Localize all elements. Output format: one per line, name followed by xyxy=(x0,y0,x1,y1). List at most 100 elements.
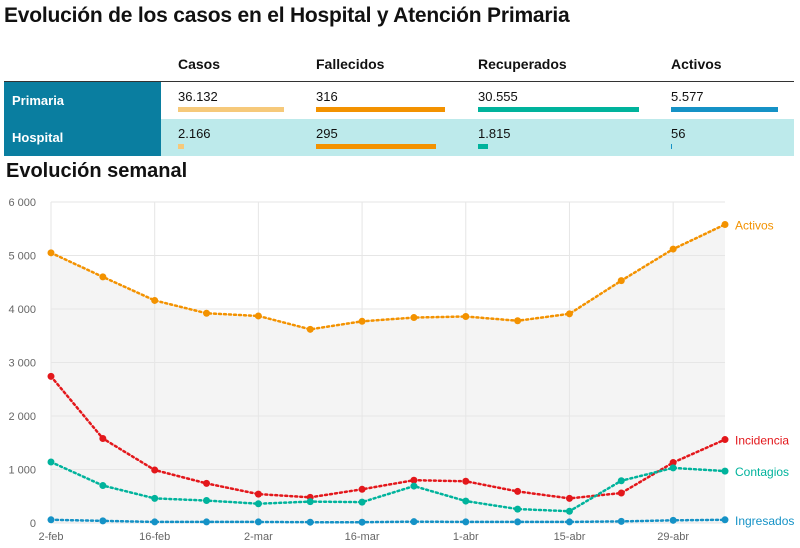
data-point-contagios xyxy=(669,464,677,472)
series-label-contagios: Contagios xyxy=(735,465,789,479)
data-point-contagios xyxy=(203,497,211,505)
y-tick-label: 4 000 xyxy=(8,304,36,316)
data-point-activos xyxy=(565,310,573,318)
x-tick-label: 2-mar xyxy=(244,531,273,543)
x-tick-label: 16-feb xyxy=(139,531,170,543)
data-point-ingresados xyxy=(47,516,55,524)
bar-hospital-casos xyxy=(178,144,184,149)
bar-hospital-recuperados xyxy=(478,144,488,149)
bar-primaria-casos xyxy=(178,107,284,112)
data-point-contagios xyxy=(358,498,366,506)
table-row-hospital: Hospital 2.166 295 1.815 56 xyxy=(4,119,794,156)
series-line-incidencia xyxy=(49,375,727,500)
row-label-primaria: Primaria xyxy=(4,82,161,119)
data-point-ingresados xyxy=(254,518,262,526)
data-point-incidencia xyxy=(617,489,625,497)
bar-hospital-fallecidos xyxy=(316,144,436,149)
data-point-incidencia xyxy=(254,490,262,498)
data-point-activos xyxy=(254,312,262,320)
data-point-ingresados xyxy=(358,518,366,526)
data-point-activos xyxy=(306,325,314,333)
data-point-contagios xyxy=(721,467,729,475)
data-point-contagios xyxy=(410,482,418,490)
data-point-activos xyxy=(514,317,522,325)
data-point-activos xyxy=(358,317,366,325)
data-point-activos xyxy=(99,273,107,281)
data-point-ingresados xyxy=(514,518,522,526)
data-point-incidencia xyxy=(410,476,418,484)
page-title: Evolución de los casos en el Hospital y … xyxy=(4,4,570,27)
data-point-incidencia xyxy=(99,434,107,442)
y-tick-label: 0 xyxy=(30,518,36,530)
bar-primaria-fallecidos xyxy=(316,107,445,112)
y-tick-label: 1 000 xyxy=(8,465,36,477)
data-point-ingresados xyxy=(669,516,677,524)
data-point-contagios xyxy=(47,458,55,466)
data-point-activos xyxy=(617,277,625,285)
y-tick-label: 6 000 xyxy=(8,197,36,209)
value-primaria-fallecidos: 316 xyxy=(316,89,338,104)
col-header-recuperados: Recuperados xyxy=(478,56,567,72)
series-line-activos xyxy=(49,223,727,331)
table-header: Casos Fallecidos Recuperados Activos xyxy=(4,50,794,80)
x-tick-label: 16-mar xyxy=(345,531,380,543)
bar-primaria-activos xyxy=(671,107,778,112)
data-point-incidencia xyxy=(203,479,211,487)
x-tick-label: 29-abr xyxy=(657,531,689,543)
row-label-hospital: Hospital xyxy=(4,119,161,156)
data-point-contagios xyxy=(306,498,314,506)
data-point-activos xyxy=(410,314,418,322)
y-tick-label: 5 000 xyxy=(8,251,36,263)
header-divider xyxy=(4,81,794,82)
bar-hospital-activos xyxy=(671,144,672,149)
data-point-incidencia xyxy=(462,477,470,485)
data-point-ingresados xyxy=(99,517,107,525)
area-activos xyxy=(51,224,725,523)
line-chart: 0 1 000 2 000 3 000 4 000 5 000 6 000 2-feb 16-f… xyxy=(8,197,794,543)
value-primaria-casos: 36.132 xyxy=(178,89,218,104)
data-point-contagios xyxy=(254,500,262,508)
data-point-incidencia xyxy=(669,459,677,467)
value-hospital-casos: 2.166 xyxy=(178,126,211,141)
data-point-ingresados xyxy=(721,516,729,524)
data-point-ingresados xyxy=(617,517,625,525)
chart-title: Evolución semanal xyxy=(6,160,188,182)
series-line-contagios xyxy=(49,460,727,513)
value-primaria-activos: 5.577 xyxy=(671,89,704,104)
data-point-ingresados xyxy=(151,518,159,526)
series-line-ingresados xyxy=(49,518,727,524)
value-hospital-activos: 56 xyxy=(671,126,686,141)
data-point-activos xyxy=(151,296,159,304)
data-point-ingresados xyxy=(306,518,314,526)
series-label-activos: Activos xyxy=(735,218,774,232)
col-header-casos: Casos xyxy=(178,56,221,72)
data-point-ingresados xyxy=(203,518,211,526)
data-point-contagios xyxy=(565,507,573,515)
data-point-incidencia xyxy=(47,372,55,380)
col-header-activos: Activos xyxy=(671,56,722,72)
data-point-contagios xyxy=(617,477,625,485)
data-point-ingresados xyxy=(410,518,418,526)
value-hospital-fallecidos: 295 xyxy=(316,126,338,141)
data-point-contagios xyxy=(514,505,522,513)
bar-primaria-recuperados xyxy=(478,107,639,112)
data-point-incidencia xyxy=(565,494,573,502)
value-primaria-recuperados: 30.555 xyxy=(478,89,518,104)
data-point-incidencia xyxy=(514,487,522,495)
x-tick-label: 1-abr xyxy=(453,531,479,543)
value-hospital-recuperados: 1.815 xyxy=(478,126,511,141)
data-point-activos xyxy=(669,245,677,253)
y-tick-label: 2 000 xyxy=(8,411,36,423)
series-label-incidencia: Incidencia xyxy=(735,434,789,448)
data-point-contagios xyxy=(462,497,470,505)
data-point-incidencia xyxy=(358,485,366,493)
col-header-fallecidos: Fallecidos xyxy=(316,56,385,72)
data-point-activos xyxy=(721,220,729,228)
data-point-ingresados xyxy=(462,518,470,526)
data-point-contagios xyxy=(151,494,159,502)
data-point-contagios xyxy=(99,482,107,490)
data-point-incidencia xyxy=(151,466,159,474)
y-tick-label: 3 000 xyxy=(8,358,36,370)
x-tick-label: 2-feb xyxy=(38,531,63,543)
data-point-activos xyxy=(203,309,211,317)
